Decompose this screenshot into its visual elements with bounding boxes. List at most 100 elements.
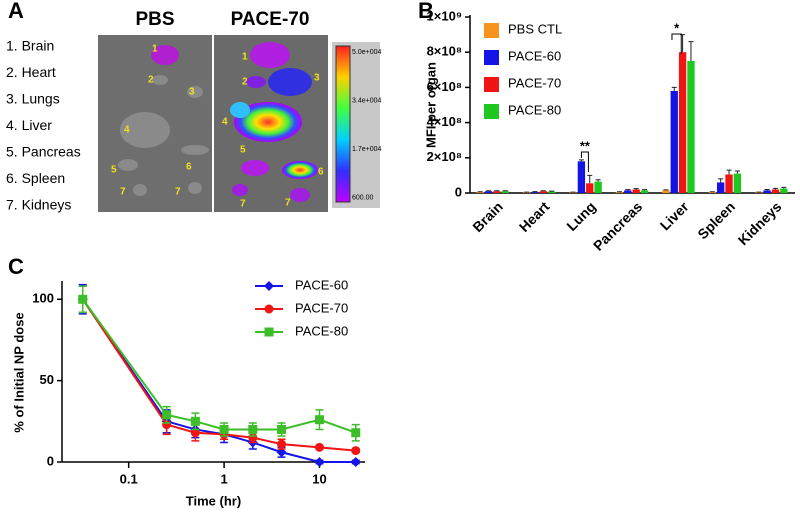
error-bar	[494, 190, 500, 192]
organ-number: 7	[240, 199, 246, 210]
error-bar	[633, 188, 639, 190]
marker	[190, 428, 200, 438]
legend-swatch	[484, 104, 499, 119]
organ-number: 3	[314, 73, 320, 84]
legend-label: PACE-80	[295, 323, 348, 338]
marker	[314, 415, 324, 425]
x-tick-label: Kidneys	[735, 198, 785, 248]
bar	[687, 61, 695, 193]
x-axis-label: Time (hr)	[186, 493, 241, 508]
x-tick-label: Spleen	[694, 198, 738, 242]
bar	[577, 161, 586, 193]
colorbar	[335, 45, 351, 203]
marker	[351, 446, 361, 456]
error-bar	[486, 190, 492, 192]
legend-label: PBS CTL	[508, 21, 562, 36]
bar	[476, 192, 484, 193]
error-bar	[671, 86, 677, 91]
x-tick-label: Liver	[657, 198, 692, 233]
marker	[314, 457, 325, 467]
marker	[248, 424, 258, 434]
legend-marker	[264, 327, 274, 337]
organ-name: 1. Brain	[6, 38, 54, 54]
organ-number: 7	[120, 187, 126, 198]
pbs-organs	[118, 45, 209, 196]
bar	[522, 192, 531, 193]
panel-label: A	[8, 0, 24, 23]
bar	[662, 190, 670, 193]
x-tick-label: Lung	[563, 198, 599, 234]
significance-bracket	[671, 33, 682, 54]
legend-label: PACE-80	[508, 102, 561, 117]
y-tick-label: 1×10⁹	[427, 8, 462, 23]
legend-marker	[264, 304, 274, 314]
y-tick-label: 50	[40, 372, 54, 387]
bar	[632, 189, 640, 193]
error-bar	[688, 41, 694, 61]
organ-name: 5. Pancreas	[6, 144, 81, 160]
organ-name: 3. Lungs	[6, 91, 60, 107]
bar	[640, 190, 649, 193]
error-bar	[663, 189, 669, 191]
bar	[763, 190, 771, 193]
y-axis-label: MFI per organ	[423, 62, 438, 148]
organ-number: 4	[124, 125, 130, 136]
y-tick-label: 4×10⁸	[427, 114, 462, 129]
error-bar	[578, 159, 584, 162]
error-bar	[540, 190, 546, 192]
bar	[717, 182, 725, 193]
organ-number: 5	[240, 145, 246, 156]
marker	[314, 442, 324, 452]
bar	[615, 192, 624, 193]
panel-label: B	[418, 0, 434, 23]
bar	[501, 191, 509, 193]
bar	[678, 52, 687, 194]
error-bar	[734, 170, 740, 174]
legend-marker	[264, 281, 274, 291]
organ-number: 7	[285, 198, 291, 209]
legend-swatch	[484, 50, 499, 65]
bar	[755, 192, 763, 193]
organ-name: 2. Heart	[6, 64, 56, 80]
error-bar	[532, 191, 538, 193]
x-tick-label: Heart	[516, 198, 553, 235]
marker	[277, 424, 287, 434]
legend-swatch	[484, 23, 499, 38]
organ-number: 4	[222, 117, 228, 128]
bar	[569, 192, 577, 193]
error-bar	[625, 189, 631, 191]
y-tick-label: 2×10⁸	[427, 149, 462, 164]
organ-number: 2	[242, 77, 248, 88]
y-tick-label: 8×10⁸	[427, 44, 462, 59]
bar	[708, 192, 716, 193]
colorbar-label: 1.7e+004	[352, 146, 381, 153]
bar	[780, 188, 788, 193]
series-line	[81, 298, 356, 452]
column-title: PACE-70	[231, 9, 310, 30]
marker	[219, 424, 229, 434]
organ-number: 7	[175, 187, 181, 198]
organ-number: 6	[318, 167, 324, 178]
bar	[771, 189, 780, 193]
organ-number: 1	[152, 44, 158, 55]
significance-bracket	[580, 151, 589, 172]
column-title: PBS	[135, 9, 174, 30]
legend-label: PACE-70	[295, 300, 348, 315]
x-tick-label: 1	[220, 471, 227, 486]
organ-number: 3	[189, 87, 195, 98]
error-bar	[502, 190, 508, 192]
y-tick-label: 6×10⁸	[427, 79, 462, 94]
error-bar	[587, 174, 593, 184]
bar	[594, 181, 602, 193]
marker	[162, 410, 172, 420]
marker	[78, 294, 88, 304]
marker	[276, 447, 287, 458]
bar	[624, 190, 632, 193]
error-bar	[726, 169, 732, 175]
error-bar	[772, 187, 778, 190]
bar	[586, 183, 594, 193]
y-tick-label: 0	[47, 453, 54, 468]
organ-name: 7. Kidneys	[6, 197, 71, 213]
legend-label: PACE-60	[295, 277, 348, 292]
